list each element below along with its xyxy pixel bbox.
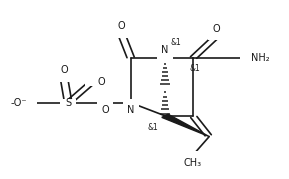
Text: -O⁻: -O⁻	[11, 98, 27, 108]
Text: O: O	[60, 65, 68, 75]
FancyBboxPatch shape	[185, 151, 201, 159]
Text: O: O	[117, 21, 125, 31]
FancyBboxPatch shape	[208, 32, 224, 40]
Text: N: N	[127, 105, 135, 115]
FancyBboxPatch shape	[97, 99, 113, 107]
Text: CH₃: CH₃	[184, 158, 202, 168]
Text: O: O	[213, 24, 220, 33]
Polygon shape	[162, 114, 209, 137]
Text: &1: &1	[148, 123, 158, 132]
FancyBboxPatch shape	[157, 54, 173, 62]
Text: O: O	[97, 76, 105, 86]
Text: NH₂: NH₂	[251, 53, 270, 63]
Text: &1: &1	[171, 38, 181, 47]
Text: N: N	[161, 45, 168, 55]
FancyBboxPatch shape	[85, 77, 101, 86]
Text: S: S	[65, 98, 71, 108]
FancyBboxPatch shape	[113, 29, 129, 38]
Text: O: O	[101, 105, 109, 115]
FancyBboxPatch shape	[60, 99, 76, 107]
FancyBboxPatch shape	[56, 74, 72, 82]
FancyBboxPatch shape	[240, 54, 255, 62]
FancyBboxPatch shape	[21, 99, 36, 107]
FancyBboxPatch shape	[123, 99, 139, 107]
Text: &1: &1	[189, 64, 200, 73]
